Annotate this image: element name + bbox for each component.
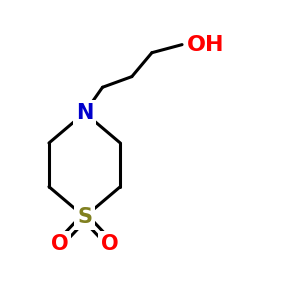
- Text: O: O: [50, 234, 68, 254]
- Text: O: O: [101, 234, 119, 254]
- Text: N: N: [76, 103, 93, 123]
- Text: S: S: [77, 207, 92, 227]
- Text: OH: OH: [187, 34, 224, 55]
